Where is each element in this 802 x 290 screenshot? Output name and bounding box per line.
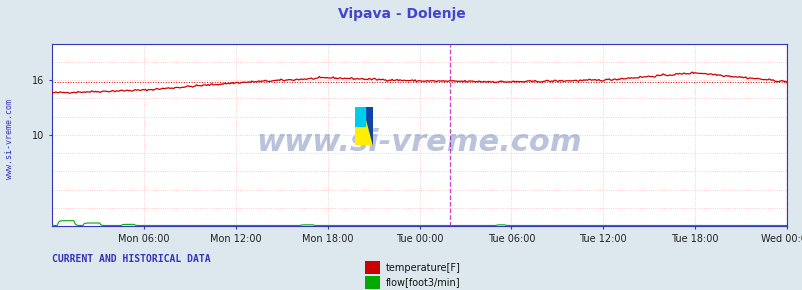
Text: Vipava - Dolenje: Vipava - Dolenje: [337, 7, 465, 21]
Text: flow[foot3/min]: flow[foot3/min]: [385, 277, 460, 287]
Text: temperature[F]: temperature[F]: [385, 263, 460, 273]
Text: www.si-vreme.com: www.si-vreme.com: [257, 128, 581, 157]
Text: CURRENT AND HISTORICAL DATA: CURRENT AND HISTORICAL DATA: [52, 254, 211, 264]
Polygon shape: [354, 107, 372, 145]
Polygon shape: [363, 107, 372, 145]
Polygon shape: [354, 107, 364, 126]
Text: www.si-vreme.com: www.si-vreme.com: [5, 99, 14, 179]
